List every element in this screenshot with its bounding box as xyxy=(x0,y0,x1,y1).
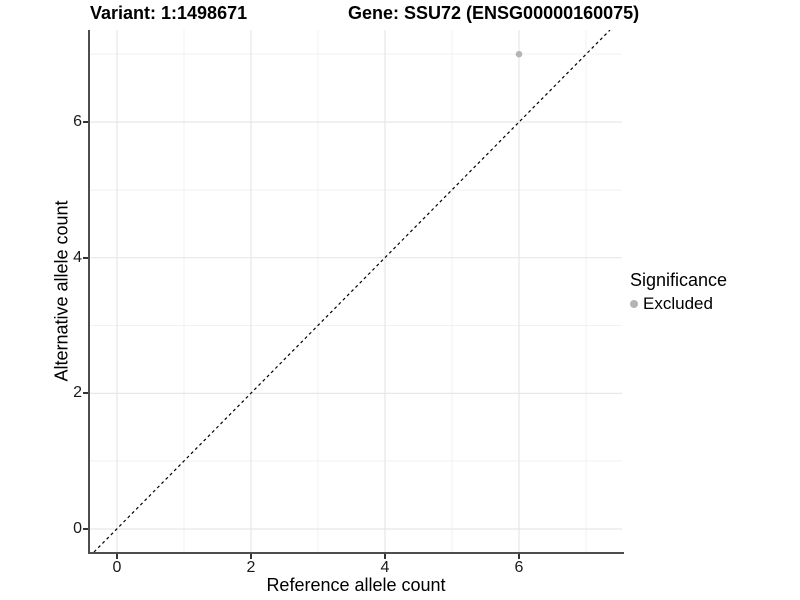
identity-line xyxy=(93,30,611,552)
x-tick xyxy=(384,554,386,559)
legend-item-label: Excluded xyxy=(643,294,713,313)
y-tick xyxy=(83,528,88,530)
y-tick xyxy=(83,121,88,123)
legend-title: Significance xyxy=(630,270,728,290)
plot-title-gene: Gene: SSU72 (ENSG00000160075) xyxy=(348,3,640,23)
y-tick-label: 4 xyxy=(73,249,82,266)
legend-item-excluded: Excluded xyxy=(630,294,798,314)
y-tick-label: 6 xyxy=(73,113,82,130)
x-tick-label: 2 xyxy=(246,559,256,576)
y-tick xyxy=(83,257,88,259)
legend: Significance Excluded xyxy=(630,270,798,314)
x-tick xyxy=(250,554,252,559)
plot-title-variant: Variant: 1:1498671 xyxy=(90,3,248,23)
plot-panel xyxy=(90,30,622,552)
major-gridlines xyxy=(90,30,622,552)
y-axis-title: Alternative allele count xyxy=(51,200,72,382)
legend-point-icon xyxy=(630,300,638,308)
y-tick-label: 2 xyxy=(73,384,82,401)
x-axis-title: Reference allele count xyxy=(266,575,446,595)
y-axis-line xyxy=(88,30,90,554)
x-tick xyxy=(116,554,118,559)
x-tick-label: 0 xyxy=(112,559,122,576)
plot-canvas xyxy=(90,30,622,552)
y-tick-label: 0 xyxy=(73,520,82,537)
x-axis-line xyxy=(88,552,624,554)
data-point xyxy=(515,50,523,58)
x-tick-label: 4 xyxy=(380,559,390,576)
x-tick-label: 6 xyxy=(514,559,524,576)
minor-gridlines xyxy=(90,30,622,552)
x-tick xyxy=(518,554,520,559)
y-tick xyxy=(83,392,88,394)
